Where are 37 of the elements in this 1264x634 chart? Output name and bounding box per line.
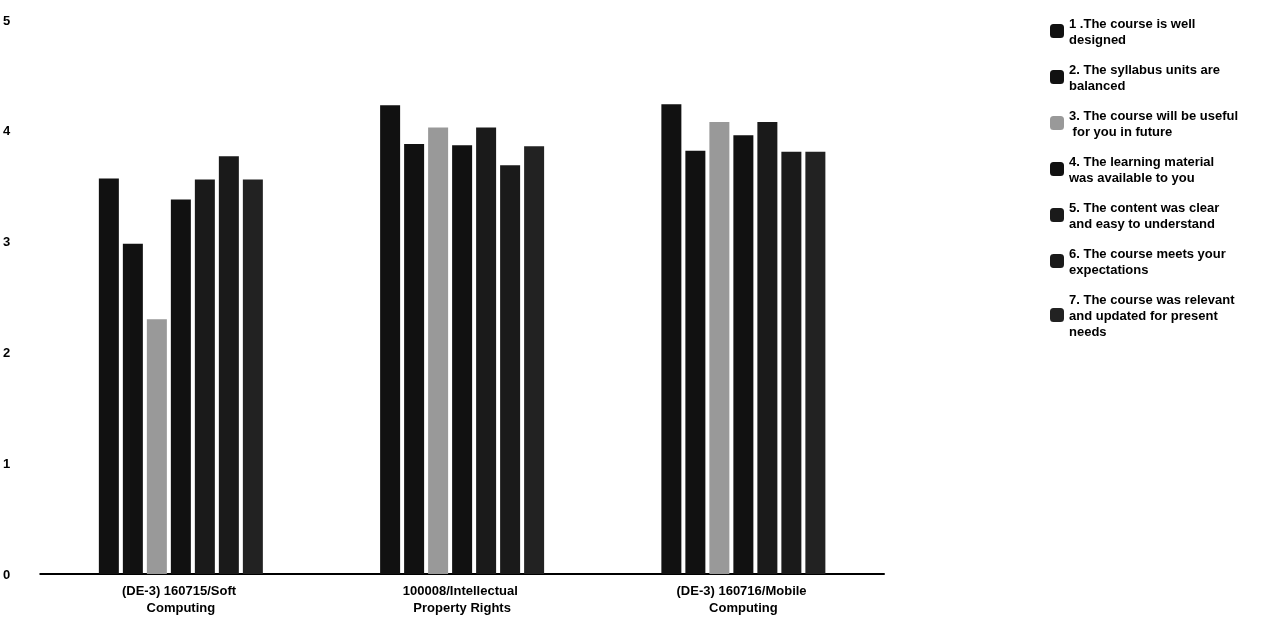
bar xyxy=(476,127,497,574)
bar xyxy=(146,319,167,574)
legend-label: 6. The course meets your expectations xyxy=(1069,245,1230,277)
bar xyxy=(194,179,215,574)
bar xyxy=(661,104,682,574)
bar xyxy=(170,199,191,574)
bar xyxy=(404,144,425,574)
bar xyxy=(685,150,706,574)
y-tick-label: 3 xyxy=(3,234,11,250)
x-tick-label: (DE-3) 160716/Mobile Computing xyxy=(676,583,811,615)
bar xyxy=(524,146,545,574)
y-tick-label: 1 xyxy=(3,455,11,471)
bar xyxy=(380,105,401,574)
bar xyxy=(781,151,802,574)
x-tick-label: 100008/Intellectual Property Rights xyxy=(402,583,522,615)
legend-label: 7. The course was relevant and updated for present needs xyxy=(1069,291,1239,339)
bar xyxy=(452,145,473,574)
legend-label: 4. The learning material was available to you xyxy=(1068,153,1218,185)
y-tick-label: 0 xyxy=(3,566,11,582)
bar xyxy=(428,127,449,574)
bar xyxy=(805,151,826,574)
bar xyxy=(242,179,263,574)
legend-label: 1 .The course is well designed xyxy=(1069,15,1200,47)
legend-label: 5. The content was clear and easy to understand xyxy=(1069,199,1223,231)
y-tick-label: 2 xyxy=(3,344,11,360)
bar xyxy=(500,165,521,574)
bar xyxy=(122,243,143,574)
x-tick-label: (DE-3) 160715/Soft Computing xyxy=(121,583,240,615)
bar xyxy=(218,156,239,574)
y-tick-label: 5 xyxy=(3,12,11,28)
y-tick-label: 4 xyxy=(3,123,11,139)
bar xyxy=(709,121,730,574)
bar xyxy=(733,135,754,574)
bar xyxy=(757,121,778,574)
legend-label: 3. The course will be useful for you in future xyxy=(1069,107,1239,139)
bar xyxy=(98,178,119,574)
legend-label: 2. The syllabus units are balanced xyxy=(1069,61,1224,93)
